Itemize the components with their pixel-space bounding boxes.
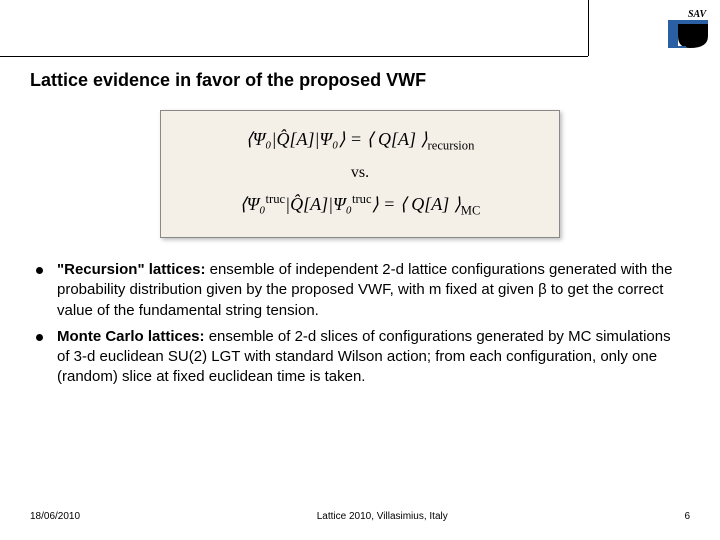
bullet-text: "Recursion" lattices: ensemble of indepe… — [57, 260, 684, 321]
formula-line-2: ⟨Ψ₀truc|Q̂[A]|Ψ₀truc⟩ = ⟨ Q[A] ⟩MC — [240, 192, 481, 219]
bullet-icon — [36, 267, 43, 274]
formula-line2-sup1: truc — [266, 192, 286, 206]
logo: SAV — [642, 6, 708, 50]
formula-line2-sup2: truc — [352, 192, 372, 206]
content-area: "Recursion" lattices: ensemble of indepe… — [36, 260, 684, 394]
formula-line2-mid: |Q̂[A]|Ψ₀ — [285, 194, 352, 214]
top-divider — [0, 56, 588, 57]
list-item: "Recursion" lattices: ensemble of indepe… — [36, 260, 684, 321]
logo-text: SAV — [688, 9, 707, 20]
bullet-bold-0: "Recursion" lattices: — [57, 261, 205, 278]
formula-line2-right: ⟩ = ⟨ Q[A] ⟩ — [372, 194, 461, 214]
formula-line-1: ⟨Ψ₀|Q̂[A]|Ψ₀⟩ = ⟨ Q[A] ⟩recursion — [246, 129, 475, 154]
formula-box: ⟨Ψ₀|Q̂[A]|Ψ₀⟩ = ⟨ Q[A] ⟩recursion vs. ⟨Ψ… — [160, 110, 560, 238]
bullet-icon — [36, 334, 43, 341]
bullet-bold-1: Monte Carlo lattices: — [57, 328, 205, 345]
formula-line1-main: ⟨Ψ₀|Q̂[A]|Ψ₀⟩ = ⟨ Q[A] ⟩ — [246, 129, 428, 149]
bullet-text: Monte Carlo lattices: ensemble of 2-d sl… — [57, 327, 684, 388]
list-item: Monte Carlo lattices: ensemble of 2-d sl… — [36, 327, 684, 388]
formula-line1-sub: recursion — [428, 139, 475, 153]
footer-venue: Lattice 2010, Villasimius, Italy — [317, 511, 448, 522]
footer-page: 6 — [684, 511, 690, 522]
side-divider — [588, 0, 589, 56]
footer: 18/06/2010 Lattice 2010, Villasimius, It… — [30, 511, 690, 522]
formula-line2-left: ⟨Ψ₀ — [240, 194, 266, 214]
formula-line2-sub: MC — [461, 204, 481, 218]
sav-logo-icon: SAV — [642, 6, 708, 50]
footer-date: 18/06/2010 — [30, 511, 80, 522]
page-title: Lattice evidence in favor of the propose… — [30, 70, 426, 91]
formula-vs: vs. — [351, 164, 369, 182]
